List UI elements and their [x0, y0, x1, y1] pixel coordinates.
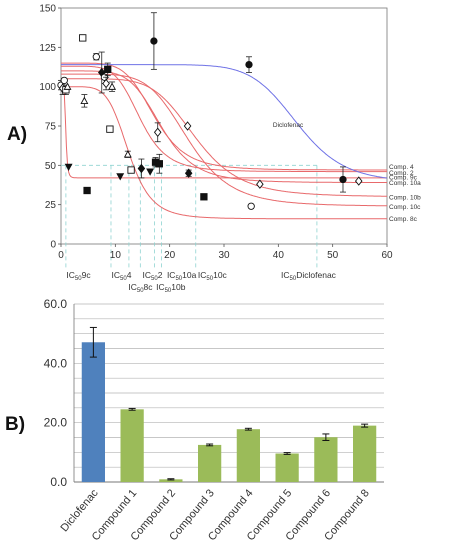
curve-label: Comp. 10a [389, 180, 421, 187]
y-tick-label: 50 [45, 161, 57, 172]
bar [120, 409, 144, 482]
data-point [64, 163, 73, 172]
fit-curve [61, 73, 387, 207]
y-tick-label: 125 [39, 43, 56, 54]
bar [314, 437, 338, 482]
data-point [150, 37, 158, 45]
bar [353, 425, 377, 482]
bar [236, 429, 260, 482]
data-point [80, 96, 89, 104]
bar-y-tick-label: 60.0 [44, 297, 68, 311]
ic50-label: IC509c [66, 270, 91, 282]
data-point [137, 163, 146, 174]
panel-a-label: A) [7, 124, 27, 145]
x-tick-label: 10 [110, 250, 122, 261]
bar [275, 453, 299, 482]
data-point [146, 168, 155, 176]
data-point [92, 53, 100, 61]
curve-label: Comp. 2 [389, 170, 414, 177]
ic50-label: IC5010a [167, 270, 197, 282]
bar-y-tick-label: 20.0 [44, 416, 68, 430]
data-point [354, 176, 363, 186]
ic50-label: IC508c [128, 282, 153, 294]
y-tick-label: 150 [39, 4, 56, 15]
x-tick-label: 40 [273, 250, 285, 261]
data-point [339, 175, 347, 184]
y-tick-label: 0 [50, 240, 56, 251]
data-point [245, 60, 253, 69]
data-point [79, 34, 87, 42]
curve-label: Comp. 9c [389, 174, 418, 181]
ic50-label: IC5010b [156, 282, 186, 294]
data-point [153, 127, 162, 138]
data-point [83, 186, 91, 195]
data-point [200, 193, 208, 201]
y-tick-label: 25 [45, 200, 57, 211]
curve-label: Comp. 4 [389, 164, 414, 171]
data-point [102, 78, 110, 89]
data-point [104, 65, 112, 74]
bar-y-tick-label: 0.0 [50, 475, 67, 489]
data-point [106, 125, 114, 133]
curve-label: Comp. 8c [389, 216, 418, 223]
data-point [108, 82, 117, 90]
data-point [256, 179, 264, 189]
curve-label: Comp. 10b [389, 195, 421, 202]
data-point [155, 160, 163, 168]
curve-label: Comp. 10c [389, 204, 421, 211]
fit-curve [61, 70, 387, 183]
ic50-label: IC5010c [198, 270, 228, 282]
bar-category-label: Diclofenac [58, 487, 101, 534]
data-point [183, 121, 192, 131]
bar [198, 444, 222, 482]
fit-curve [61, 62, 387, 171]
fit-curve [61, 86, 387, 220]
x-tick-label: 0 [58, 250, 64, 261]
x-tick-label: 20 [164, 250, 176, 261]
data-point [184, 168, 193, 178]
y-tick-label: 75 [45, 122, 57, 133]
data-point [247, 202, 255, 210]
bar [81, 342, 105, 482]
data-point [127, 166, 135, 174]
y-tick-label: 100 [39, 82, 56, 93]
fit-curve [61, 86, 387, 179]
fit-curve [61, 78, 387, 197]
x-tick-label: 50 [327, 250, 339, 261]
x-tick-label: 60 [381, 250, 393, 261]
data-point [63, 82, 72, 90]
bar [159, 479, 183, 482]
ic50-label: IC504 [112, 270, 132, 282]
data-point [123, 150, 132, 158]
data-point [60, 76, 68, 85]
bar-y-tick-label: 40.0 [44, 356, 68, 370]
fit-curve [61, 64, 388, 179]
ic50-label: IC50Diclofenac [281, 270, 337, 282]
data-point [116, 173, 125, 181]
fit-curve [61, 65, 387, 173]
panel-b-label: B) [5, 414, 25, 435]
curve-label: Diclofenac [273, 122, 304, 129]
ic50-label: IC502 [143, 270, 163, 282]
x-tick-label: 30 [218, 250, 230, 261]
